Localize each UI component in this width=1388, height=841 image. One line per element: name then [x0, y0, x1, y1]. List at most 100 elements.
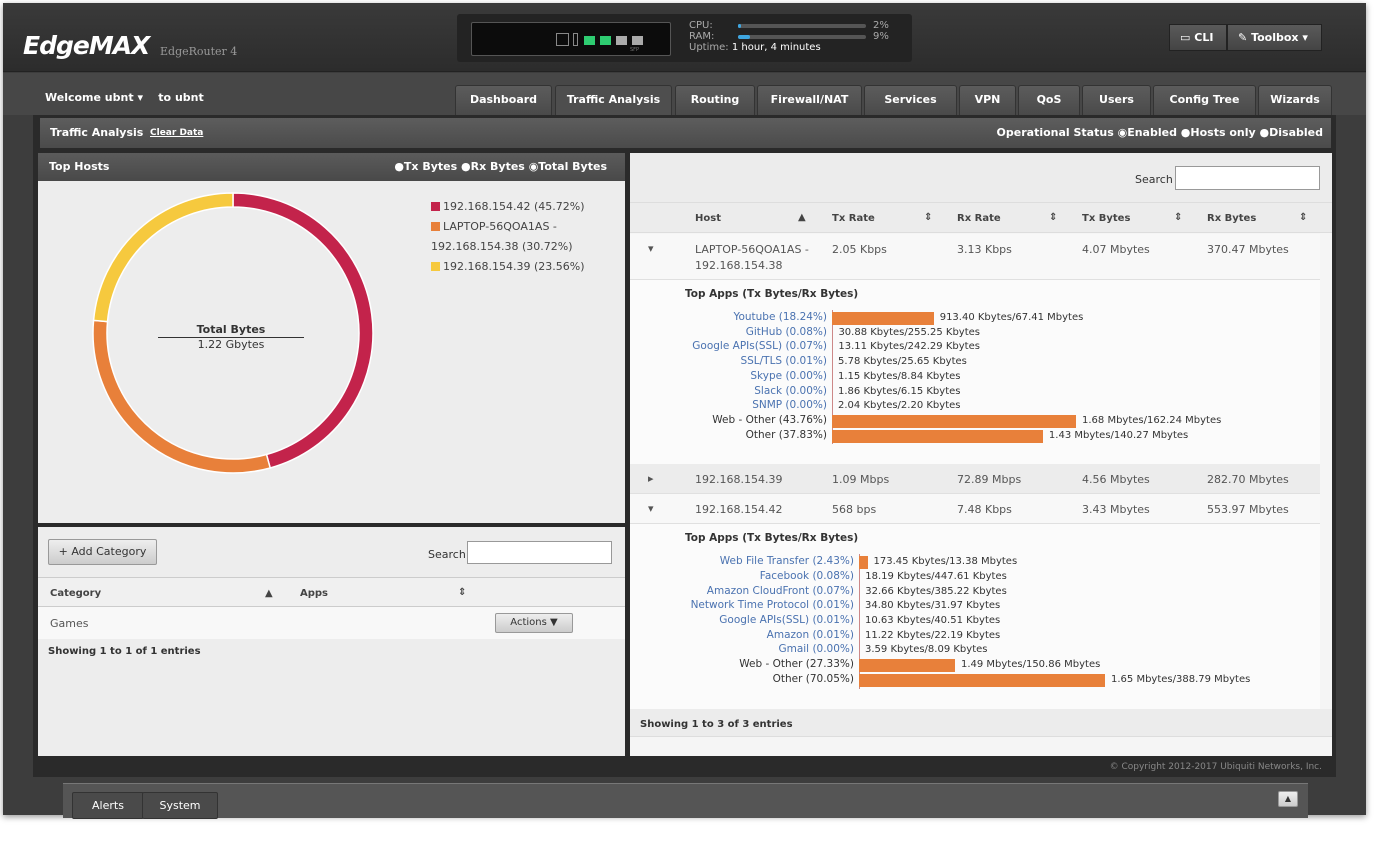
- app-label[interactable]: SSL/TLS (0.01%): [740, 355, 827, 368]
- tab-qos[interactable]: QoS: [1018, 85, 1080, 115]
- app-bar[interactable]: [859, 673, 1105, 687]
- col-apps[interactable]: Apps: [300, 588, 329, 599]
- table-row[interactable]: ▸ 192.168.154.39 1.09 Mbps 72.89 Mbps 4.56 M…: [630, 464, 1320, 495]
- app-label: Other (37.83%): [745, 428, 827, 441]
- app-label[interactable]: GitHub (0.08%): [745, 325, 827, 338]
- sort-asc-icon[interactable]: ▲: [798, 212, 806, 223]
- uptime-label: Uptime:: [689, 42, 729, 53]
- legend-label: LAPTOP-56QOA1AS - 192.168.154.38 (30.72%…: [431, 220, 573, 253]
- app-label[interactable]: Amazon CloudFront (0.07%): [706, 584, 854, 597]
- bottom-bar: Alerts System ▲: [63, 783, 1308, 819]
- app-label[interactable]: Amazon (0.01%): [766, 628, 854, 641]
- toolbox-label: Toolbox: [1251, 31, 1299, 44]
- cell-tx-rate: 2.05 Kbps: [832, 243, 887, 256]
- expand-icon[interactable]: ▲: [1278, 791, 1298, 807]
- table-row[interactable]: ▾ LAPTOP-56QOA1AS - 2.05 Kbps 3.13 Kbps 4.07…: [630, 234, 1320, 280]
- category-search-label: Search: [428, 548, 466, 561]
- sort-icon[interactable]: ⇕: [1174, 212, 1183, 223]
- cell-tx-bytes: 3.43 Mbytes: [1082, 503, 1150, 517]
- console-port-icon: [556, 33, 569, 46]
- sort-icon[interactable]: ⇕: [458, 587, 467, 598]
- sort-asc-icon[interactable]: ▲: [265, 588, 273, 599]
- hosts-search-input[interactable]: [1175, 166, 1320, 190]
- legend-item[interactable]: LAPTOP-56QOA1AS - 192.168.154.38 (30.72%…: [431, 217, 591, 257]
- cell-tx-rate: 1.09 Mbps: [832, 473, 890, 487]
- app-value: 34.80 Kbytes/31.97 Kbytes: [865, 600, 1001, 612]
- app-label[interactable]: Facebook (0.08%): [759, 569, 854, 582]
- welcome-to: to ubnt: [158, 91, 204, 104]
- radio-icon: ●: [1180, 126, 1191, 139]
- add-category-button[interactable]: + Add Category: [48, 539, 157, 565]
- app-bar[interactable]: [832, 312, 934, 325]
- app-label[interactable]: Google APIs(SSL) (0.07%): [692, 340, 827, 353]
- cli-button[interactable]: ▭ CLI: [1169, 24, 1227, 51]
- category-search-input[interactable]: [467, 541, 612, 564]
- col-tx-rate[interactable]: Tx Rate: [832, 213, 875, 224]
- col-host[interactable]: Host: [695, 213, 721, 224]
- metric-radio-total-bytes[interactable]: ◉Total Bytes: [529, 160, 607, 173]
- sort-icon[interactable]: ⇕: [924, 212, 933, 223]
- app-label[interactable]: Network Time Protocol (0.01%): [690, 599, 854, 612]
- tab-traffic-analysis[interactable]: Traffic Analysis: [555, 85, 672, 115]
- user-menu[interactable]: Welcome ubnt ▾: [45, 91, 143, 104]
- tab-dashboard[interactable]: Dashboard: [455, 85, 552, 115]
- tab-firewall-nat[interactable]: Firewall/NAT: [757, 85, 862, 115]
- app-label[interactable]: Web File Transfer (2.43%): [719, 555, 854, 568]
- alerts-tab[interactable]: Alerts: [72, 792, 144, 819]
- cpu-label: CPU:: [689, 20, 713, 31]
- system-tab[interactable]: System: [142, 792, 218, 819]
- donut-center: Total Bytes 1.22 Gbytes: [158, 323, 304, 351]
- category-footer: Showing 1 to 1 of 1 entries: [48, 646, 201, 657]
- table-row[interactable]: ▾ 192.168.154.42 568 bps 7.48 Kbps 3.43 Mbyt…: [630, 494, 1320, 525]
- status-radio-hosts-only[interactable]: ●Hosts only: [1181, 126, 1260, 139]
- status-radio-enabled[interactable]: ◉Enabled: [1118, 126, 1181, 139]
- app-label[interactable]: Slack (0.00%): [754, 384, 827, 397]
- status-radio-disabled[interactable]: ●Disabled: [1260, 126, 1323, 139]
- caret-down-icon[interactable]: ▾: [648, 242, 654, 255]
- tab-services[interactable]: Services: [864, 85, 957, 115]
- app-label[interactable]: Gmail (0.00%): [778, 643, 854, 656]
- caret-down-icon[interactable]: ▾: [648, 502, 654, 516]
- col-tx-bytes[interactable]: Tx Bytes: [1082, 213, 1131, 224]
- app-label[interactable]: Google APIs(SSL) (0.01%): [719, 614, 854, 627]
- ethernet-port-icon: [584, 36, 595, 45]
- app-label[interactable]: Youtube (18.24%): [733, 311, 827, 323]
- cpu-bar: [738, 24, 866, 28]
- radio-label: Disabled: [1269, 126, 1323, 139]
- col-rx-bytes[interactable]: Rx Bytes: [1207, 213, 1257, 224]
- actions-button[interactable]: Actions ▼: [495, 613, 573, 633]
- app-bar[interactable]: [832, 414, 1076, 428]
- app-value: 10.63 Kbytes/40.51 Kbytes: [865, 615, 1001, 627]
- caret-right-icon[interactable]: ▸: [648, 472, 654, 486]
- legend-item[interactable]: 192.168.154.42 (45.72%): [431, 197, 591, 217]
- app-value: 1.86 Kbytes/6.15 Kbytes: [838, 385, 961, 397]
- app-bar[interactable]: [859, 659, 955, 673]
- cell-rx-rate: 7.48 Kbps: [957, 503, 1012, 517]
- clear-data-link[interactable]: Clear Data: [150, 128, 204, 138]
- legend-item[interactable]: 192.168.154.39 (23.56%): [431, 257, 591, 277]
- col-category[interactable]: Category: [50, 588, 102, 599]
- app-bar[interactable]: [859, 556, 868, 570]
- app-value: 30.88 Kbytes/255.25 Kbytes: [838, 326, 980, 338]
- app-label[interactable]: Skype (0.00%): [750, 369, 827, 382]
- radio-label: Rx Bytes: [470, 160, 525, 173]
- legend-swatch: [431, 262, 440, 271]
- metric-radio-rx-bytes[interactable]: ●Rx Bytes: [461, 160, 529, 173]
- app-bar[interactable]: [832, 429, 1043, 443]
- tab-wizards[interactable]: Wizards: [1258, 85, 1332, 115]
- app-label[interactable]: SNMP (0.00%): [752, 399, 827, 412]
- top-hosts-title: Top Hosts: [49, 160, 110, 173]
- toolbox-button[interactable]: ✎ Toolbox ▾: [1227, 24, 1322, 51]
- col-rx-rate[interactable]: Rx Rate: [957, 213, 1001, 224]
- ethernet-port-icon: [616, 36, 627, 45]
- tab-routing[interactable]: Routing: [675, 85, 755, 115]
- tab-config-tree[interactable]: Config Tree: [1153, 85, 1256, 115]
- metric-radio-tx-bytes[interactable]: ●Tx Bytes: [394, 160, 461, 173]
- donut-slice[interactable]: [92, 192, 234, 323]
- tab-vpn[interactable]: VPN: [959, 85, 1016, 115]
- tab-users[interactable]: Users: [1082, 85, 1151, 115]
- cell-rx-bytes: 282.70 Mbytes: [1207, 473, 1289, 487]
- sort-icon[interactable]: ⇕: [1299, 212, 1308, 223]
- sort-icon[interactable]: ⇕: [1049, 212, 1058, 223]
- hosts-footer: Showing 1 to 3 of 3 entries: [630, 708, 1332, 737]
